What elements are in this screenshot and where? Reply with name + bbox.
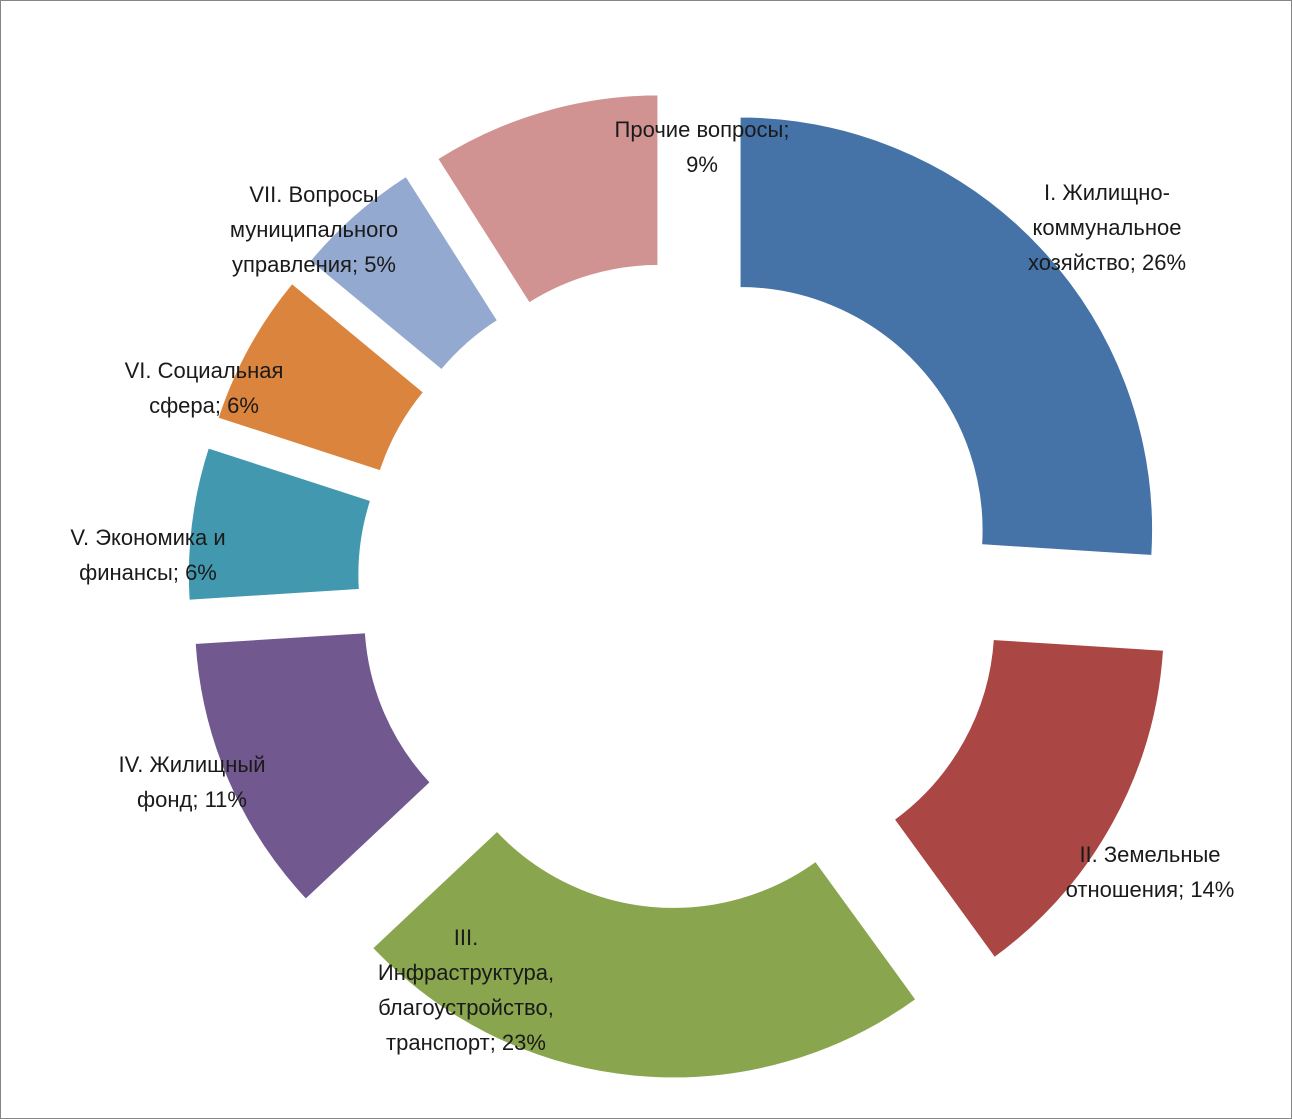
slice-label-line: I. Жилищно- (1044, 180, 1170, 205)
slice-label-line: транспорт; 23% (386, 1030, 546, 1055)
slice-5[interactable] (186, 445, 373, 603)
slice-label-line: VII. Вопросы (249, 182, 378, 207)
slices-group (186, 92, 1166, 1080)
labels-group: I. Жилищно-коммунальное хозяйство; 26% II.… (70, 117, 1234, 1055)
slice-7[interactable] (307, 174, 500, 372)
slice-label-2: II. Земельные отношения; 14% (1066, 842, 1235, 902)
slice-label-line: хозяйство; 26% (1028, 250, 1186, 275)
slice-label-line: фонд; 11% (137, 787, 247, 812)
slice-3[interactable] (370, 829, 919, 1080)
slice-label-line: отношения; 14% (1066, 877, 1235, 902)
slice-label-line: сфера; 6% (149, 393, 259, 418)
slice-label-line: III. (454, 925, 478, 950)
slice-label-4: IV. Жилищный фонд; 11% (118, 752, 265, 812)
slice-1[interactable] (738, 114, 1155, 558)
slice-label-3: III. Инфраструктура, благоустройство, транс… (378, 925, 554, 1055)
slice-label-1: I. Жилищно-коммунальное хозяйство; 26% (1028, 180, 1186, 275)
slice-label-line: VI. Социальная (125, 358, 284, 383)
slice-2[interactable] (892, 637, 1166, 960)
slice-label-8: Прочие вопросы; 9% (615, 117, 790, 177)
slice-8[interactable] (435, 92, 660, 306)
slice-label-line: 9% (686, 152, 718, 177)
slice-label-line: Инфраструктура, (378, 960, 554, 985)
slice-6[interactable] (215, 281, 426, 473)
slice-label-line: управления; 5% (232, 252, 396, 277)
slice-label-line: коммунальное (1033, 215, 1182, 240)
slice-label-7: VII. Вопросы муниципального управления; 5% (230, 182, 398, 277)
slice-label-line: V. Экономика и (70, 525, 225, 550)
slice-label-5: V. Экономика и финансы; 6% (70, 525, 225, 585)
slice-4[interactable] (193, 630, 433, 902)
slice-label-line: Прочие вопросы; (615, 117, 790, 142)
slice-label-line: финансы; 6% (79, 560, 217, 585)
slice-label-line: IV. Жилищный (118, 752, 265, 777)
slice-label-line: муниципального (230, 217, 398, 242)
slice-label-6: VI. Социальная сфера; 6% (125, 358, 284, 418)
slice-label-line: II. Земельные (1079, 842, 1220, 867)
slice-label-line: благоустройство, (378, 995, 554, 1020)
